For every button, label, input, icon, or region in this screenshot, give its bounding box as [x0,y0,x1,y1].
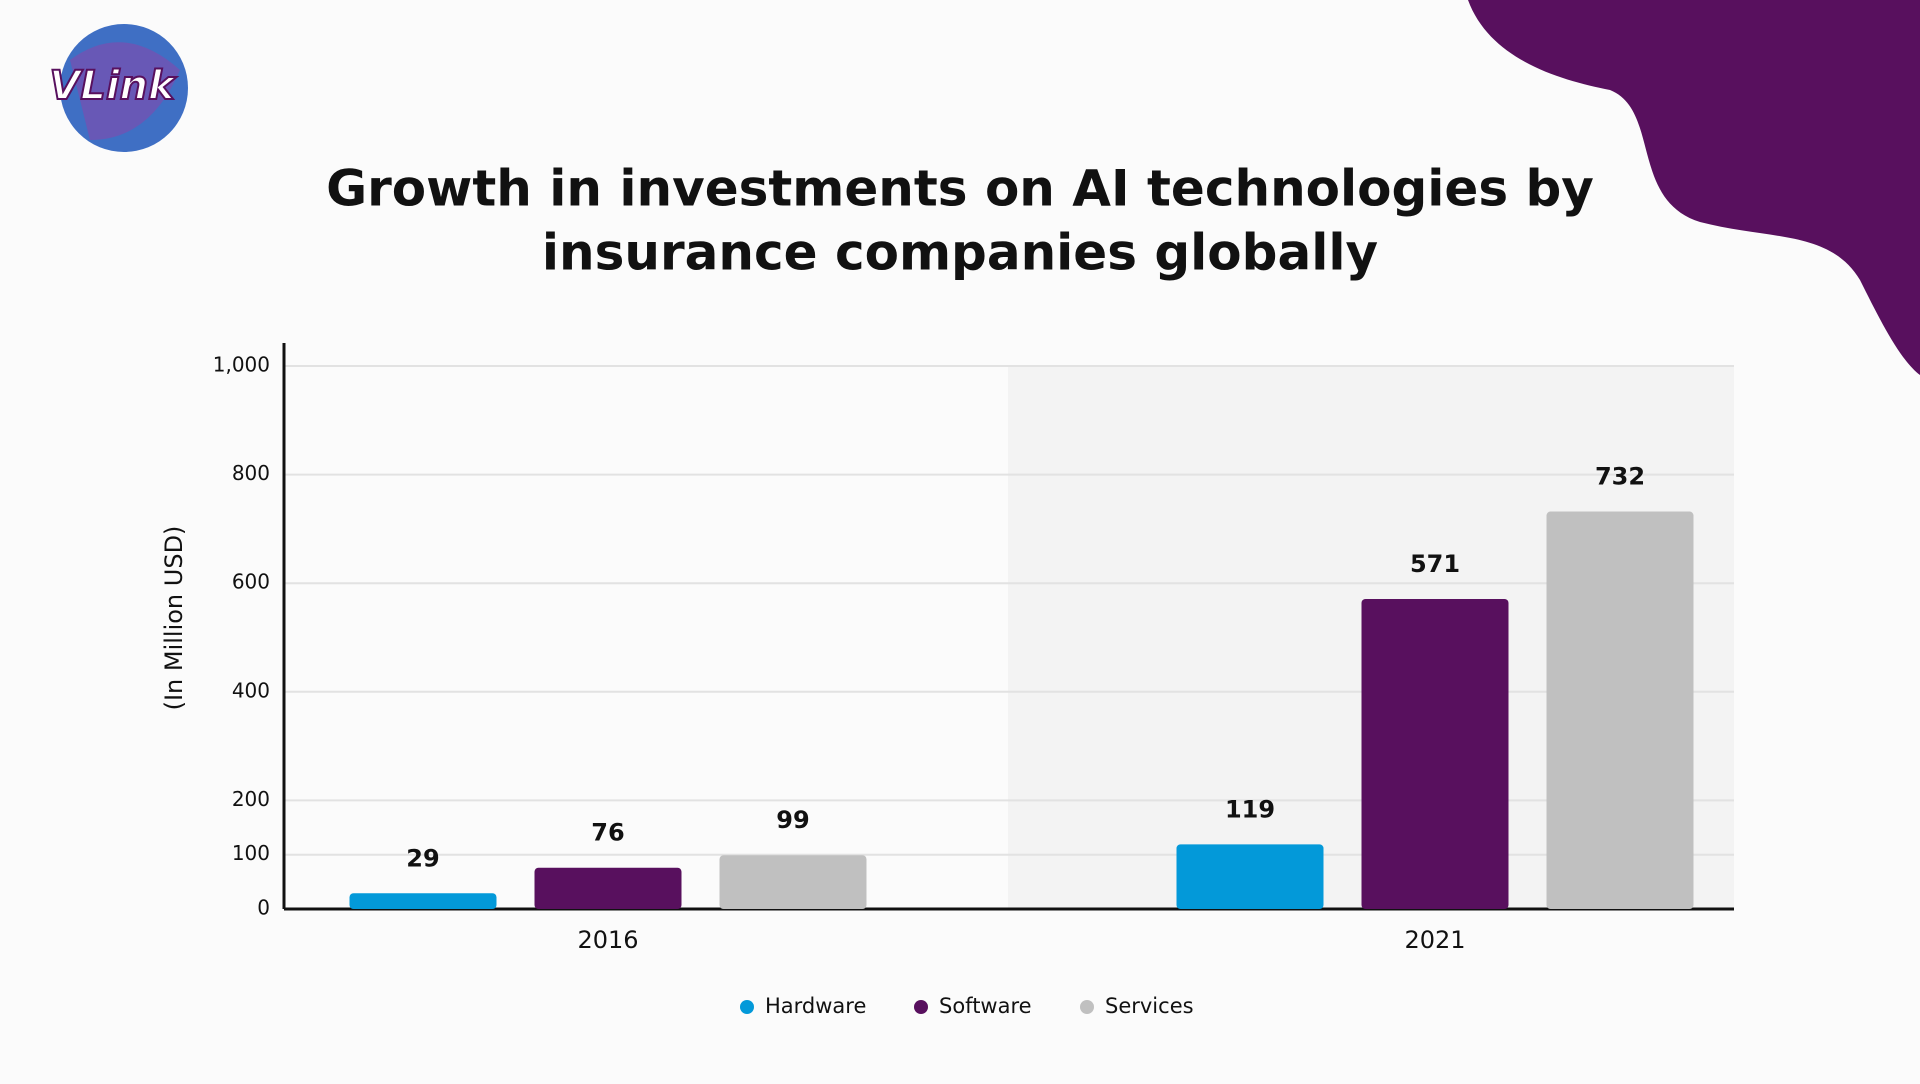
x-tick-label: 2016 [577,926,638,954]
legend-marker [1080,1000,1094,1014]
y-tick-label: 1,000 [213,353,270,377]
chart-title: insurance companies globally [542,224,1378,282]
bar [1361,598,1509,909]
legend-label: Software [939,994,1032,1018]
y-tick-label: 200 [232,787,270,811]
y-tick-label: 400 [232,678,270,702]
chart-title: Growth in investments on AI technologies… [326,160,1594,218]
legend-label: Hardware [765,994,866,1018]
bar [349,893,497,909]
legend-label: Services [1105,994,1194,1018]
value-label: 571 [1410,550,1460,578]
bar [534,867,682,909]
value-label: 119 [1225,795,1275,823]
bar [1546,511,1694,909]
x-tick-label: 2021 [1404,926,1465,954]
y-axis-label: (In Million USD) [160,526,188,711]
logo: VLink [48,24,188,152]
logo-text: VLink [49,63,177,109]
value-label: 732 [1595,463,1645,491]
value-label: 99 [776,806,809,834]
bar [1176,844,1324,909]
legend-marker [740,1000,754,1014]
bar [719,855,867,909]
decor-blob [1468,0,1920,375]
y-tick-label: 600 [232,570,270,594]
value-label: 76 [591,819,624,847]
y-tick-label: 100 [232,841,270,865]
value-label: 29 [406,844,439,872]
y-tick-label: 0 [257,896,270,920]
legend-marker [914,1000,928,1014]
y-tick-label: 800 [232,461,270,485]
